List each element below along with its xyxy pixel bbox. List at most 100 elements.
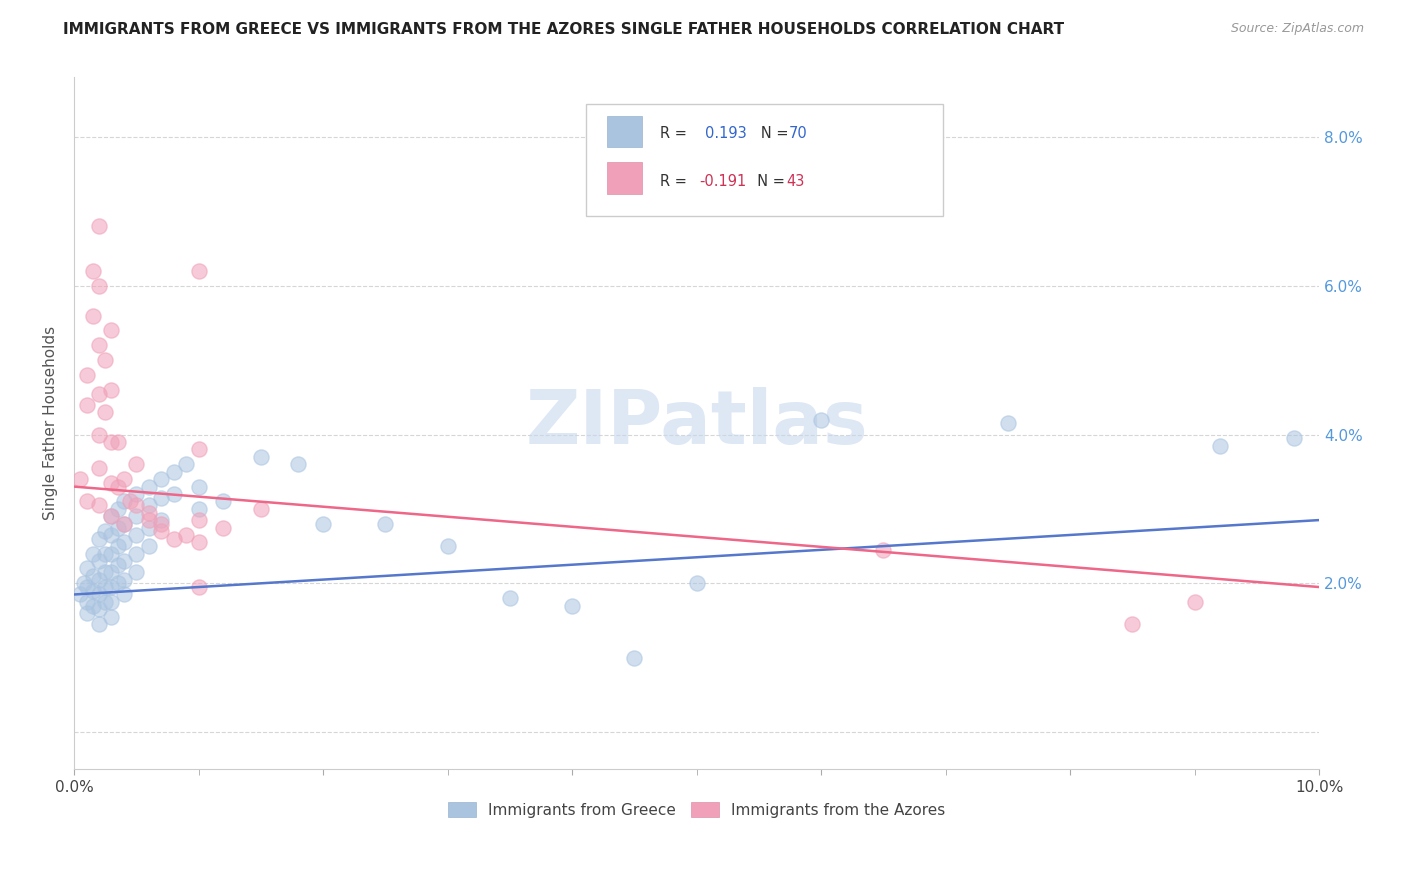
Point: [82, 309, 104, 323]
Text: ZIPatlas: ZIPatlas: [526, 387, 868, 460]
Point: [499, 591, 522, 606]
Point: [150, 472, 173, 486]
Point: [100, 609, 122, 624]
Point: [250, 502, 273, 516]
Point: [87, 338, 110, 352]
Point: [107, 539, 129, 553]
Point: [997, 417, 1019, 431]
Text: R =: R =: [659, 126, 696, 141]
Point: [187, 480, 209, 494]
Point: [94, 565, 117, 579]
Text: N =: N =: [747, 126, 793, 141]
Text: 70: 70: [789, 126, 807, 141]
Point: [1208, 439, 1230, 453]
Point: [76, 398, 98, 412]
Point: [82, 569, 104, 583]
Point: [82, 599, 104, 613]
Point: [187, 264, 209, 278]
Point: [138, 506, 160, 520]
Point: [561, 599, 583, 613]
Point: [82, 547, 104, 561]
Point: [125, 498, 148, 512]
Point: [138, 520, 160, 534]
Point: [94, 405, 117, 419]
Y-axis label: Single Father Households: Single Father Households: [44, 326, 58, 520]
Point: [112, 535, 135, 549]
Point: [125, 547, 148, 561]
Point: [87, 617, 110, 632]
Text: IMMIGRANTS FROM GREECE VS IMMIGRANTS FROM THE AZORES SINGLE FATHER HOUSEHOLDS CO: IMMIGRANTS FROM GREECE VS IMMIGRANTS FRO…: [63, 22, 1064, 37]
Point: [100, 383, 122, 397]
Text: R =: R =: [659, 174, 692, 189]
Point: [107, 576, 129, 591]
Point: [187, 513, 209, 527]
Point: [87, 587, 110, 601]
Point: [87, 532, 110, 546]
Point: [76, 494, 98, 508]
Point: [623, 650, 645, 665]
Text: Source: ZipAtlas.com: Source: ZipAtlas.com: [1230, 22, 1364, 36]
Point: [120, 494, 142, 508]
Point: [187, 580, 209, 594]
Point: [87, 573, 110, 587]
Point: [138, 480, 160, 494]
Point: [138, 513, 160, 527]
Point: [82, 264, 104, 278]
Point: [100, 565, 122, 579]
Point: [100, 434, 122, 449]
Point: [112, 516, 135, 531]
Point: [163, 532, 186, 546]
Point: [163, 465, 186, 479]
FancyBboxPatch shape: [586, 104, 943, 216]
Point: [436, 539, 458, 553]
Point: [100, 528, 122, 542]
Point: [87, 498, 110, 512]
Point: [94, 580, 117, 594]
FancyBboxPatch shape: [607, 162, 643, 194]
Point: [69, 587, 91, 601]
Point: [100, 595, 122, 609]
Point: [76, 606, 98, 620]
Point: [374, 516, 396, 531]
Legend: Immigrants from Greece, Immigrants from the Azores: Immigrants from Greece, Immigrants from …: [441, 796, 950, 824]
Point: [100, 580, 122, 594]
Point: [112, 516, 135, 531]
Point: [1184, 595, 1206, 609]
Point: [125, 487, 148, 501]
Point: [87, 602, 110, 616]
Point: [187, 442, 209, 457]
Point: [150, 491, 173, 505]
Point: [112, 573, 135, 587]
Point: [174, 458, 197, 472]
Point: [138, 498, 160, 512]
Point: [163, 487, 186, 501]
Point: [125, 565, 148, 579]
Point: [212, 520, 235, 534]
Point: [107, 480, 129, 494]
Point: [287, 458, 309, 472]
Point: [150, 524, 173, 539]
Point: [174, 528, 197, 542]
Point: [112, 554, 135, 568]
Point: [73, 576, 96, 591]
Point: [138, 539, 160, 553]
Text: 43: 43: [786, 174, 804, 189]
Point: [87, 386, 110, 401]
FancyBboxPatch shape: [607, 116, 643, 147]
Point: [1121, 617, 1143, 632]
Point: [100, 509, 122, 524]
Point: [125, 528, 148, 542]
Text: N =: N =: [748, 174, 790, 189]
Point: [187, 502, 209, 516]
Point: [685, 576, 707, 591]
Point: [87, 219, 110, 234]
Point: [76, 595, 98, 609]
Point: [112, 587, 135, 601]
Point: [87, 278, 110, 293]
Point: [187, 535, 209, 549]
Point: [87, 427, 110, 442]
Point: [1284, 431, 1306, 445]
Point: [112, 472, 135, 486]
Point: [112, 494, 135, 508]
Point: [100, 547, 122, 561]
